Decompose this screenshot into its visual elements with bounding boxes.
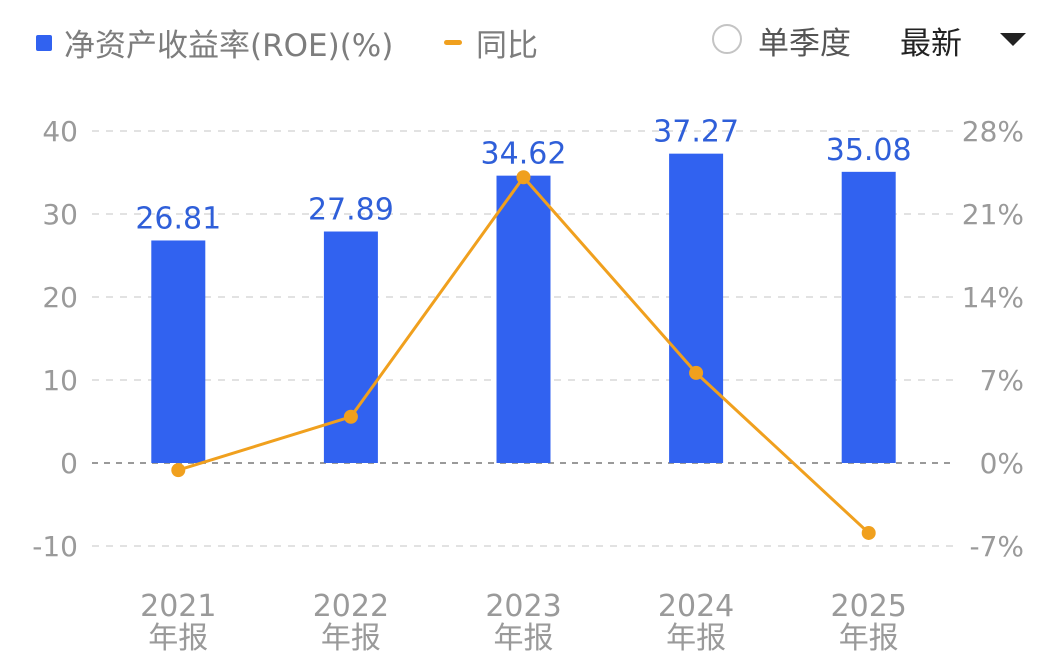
y-right-tick-label: 0%	[980, 447, 1024, 480]
x-tick-label-line: 年报	[148, 621, 208, 656]
legend-swatch-roe	[36, 34, 52, 51]
y-left-tick-label: 10	[42, 364, 78, 397]
chevron-down-icon[interactable]	[1000, 33, 1026, 46]
x-tick-label-line: 年报	[839, 621, 899, 656]
legend-label-yoy: 同比	[476, 28, 538, 64]
single-quarter-label[interactable]: 单季度	[758, 26, 851, 62]
single-quarter-radio[interactable]	[712, 24, 742, 54]
bar-data-label: 27.89	[308, 193, 394, 228]
x-tick-label-line: 年报	[494, 621, 554, 656]
y-left-tick-label: 0	[60, 447, 78, 480]
bar	[323, 231, 378, 463]
bar	[669, 153, 724, 463]
y-left-tick-label: 30	[42, 198, 78, 231]
bar-data-label: 26.81	[135, 201, 221, 236]
bar-data-label: 35.08	[826, 133, 912, 168]
x-tick-label-line: 年报	[666, 621, 726, 656]
x-tick-label: 2021 年报	[140, 589, 216, 656]
x-tick-label-line: 2025	[831, 589, 907, 624]
x-tick-label: 2024 年报	[658, 589, 734, 656]
bar-data-label: 34.62	[481, 137, 567, 172]
legend-item-roe[interactable]: 净资产收益率(ROE)(%)	[36, 20, 393, 65]
y-right-tick-label: 14%	[962, 281, 1024, 314]
yoy-point	[861, 525, 876, 540]
yoy-point	[516, 170, 531, 185]
y-right-tick-label: 21%	[962, 198, 1024, 231]
legend-label-roe: 净资产收益率(ROE)(%)	[64, 28, 394, 64]
bar	[841, 171, 896, 463]
y-right-tick-label: 28%	[962, 115, 1024, 148]
legend: 净资产收益率(ROE)(%) 同比	[0, 0, 1045, 80]
legend-item-yoy[interactable]: 同比	[444, 20, 538, 65]
x-tick-label: 2023 年报	[485, 589, 561, 656]
x-tick-label-line: 2022	[313, 589, 389, 624]
x-tick-label: 2022 年报	[313, 589, 389, 656]
legend-swatch-yoy	[444, 40, 462, 45]
bar-data-label: 37.27	[653, 115, 739, 150]
x-tick-label-line: 2023	[485, 589, 561, 624]
bar	[496, 175, 551, 464]
x-tick-label: 2025 年报	[831, 589, 907, 656]
y-right-tick-label: 7%	[980, 364, 1024, 397]
x-tick-label-line: 年报	[321, 621, 381, 656]
y-right-tick-label: -7%	[969, 530, 1024, 563]
x-tick-label-line: 2024	[658, 589, 734, 624]
period-select[interactable]: 最新	[900, 26, 962, 62]
y-left-tick-label: 40	[42, 115, 78, 148]
bar	[151, 240, 206, 463]
yoy-point	[689, 365, 704, 380]
yoy-point	[343, 409, 358, 424]
yoy-point	[171, 463, 186, 478]
y-left-tick-label: 20	[42, 281, 78, 314]
y-left-tick-label: -10	[32, 530, 78, 563]
x-tick-label-line: 2021	[140, 589, 216, 624]
